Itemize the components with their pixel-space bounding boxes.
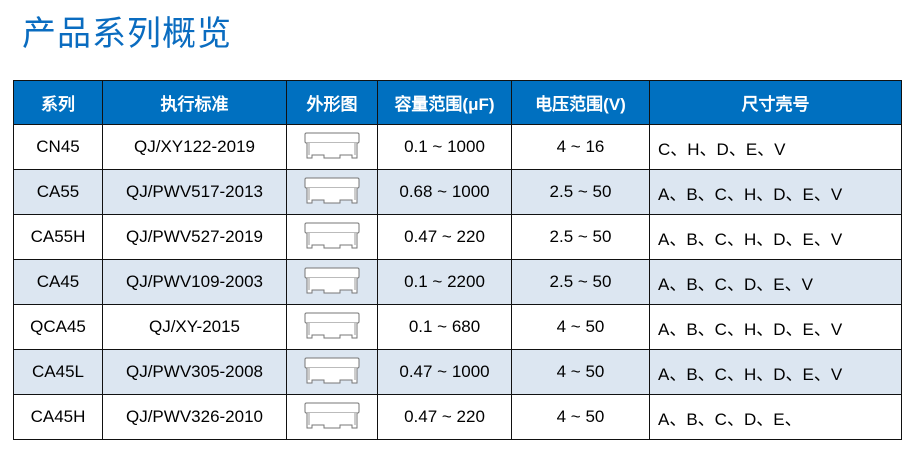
table-row: CN45 QJ/XY122-2019 0.1 ~ 1000 4 ~ 16 C、H、D、E…: [13, 124, 902, 170]
standard-cell: QJ/PWV527-2019: [102, 214, 287, 260]
capacitance-cell: 0.1 ~ 2200: [377, 259, 512, 305]
series-cell: CA55H: [13, 214, 103, 260]
sizes-cell: A、B、C、H、D、E、V: [649, 214, 902, 260]
standard-cell: QJ/XY122-2019: [102, 124, 287, 170]
sizes-cell: A、B、C、D、E、V: [649, 259, 902, 305]
header-outline: 外形图: [286, 80, 378, 125]
sizes-cell: C、H、D、E、V: [649, 124, 902, 170]
chip-capacitor-outline-icon: [304, 267, 360, 294]
table-row: CA45H QJ/PWV326-2010 0.47 ~ 220 4 ~ 50 A、B、C…: [13, 394, 902, 440]
outline-cell: [286, 304, 378, 350]
standard-cell: QJ/PWV305-2008: [102, 349, 287, 395]
capacitance-cell: 0.47 ~ 1000: [377, 349, 512, 395]
capacitance-cell: 0.1 ~ 1000: [377, 124, 512, 170]
voltage-cell: 4 ~ 50: [511, 394, 650, 440]
voltage-cell: 4 ~ 16: [511, 124, 650, 170]
header-voltage: 电压范围(V): [511, 80, 650, 125]
standard-cell: QJ/PWV517-2013: [102, 169, 287, 215]
standard-cell: QJ/PWV109-2003: [102, 259, 287, 305]
chip-capacitor-outline-icon: [304, 402, 360, 429]
page-title: 产品系列概览: [22, 14, 232, 54]
chip-capacitor-outline-icon: [304, 312, 360, 339]
voltage-cell: 4 ~ 50: [511, 304, 650, 350]
sizes-cell: A、B、C、H、D、E、V: [649, 304, 902, 350]
table-row: CA45L QJ/PWV305-2008 0.47 ~ 1000 4 ~ 50 A、B、…: [13, 349, 902, 395]
outline-cell: [286, 349, 378, 395]
header-standard: 执行标准: [102, 80, 287, 125]
voltage-cell: 2.5 ~ 50: [511, 259, 650, 305]
table-row: CA55 QJ/PWV517-2013 0.68 ~ 1000 2.5 ~ 50 A、B…: [13, 169, 902, 215]
table-row: CA55H QJ/PWV527-2019 0.47 ~ 220 2.5 ~ 50 A、B…: [13, 214, 902, 260]
header-series: 系列: [13, 80, 103, 125]
chip-capacitor-outline-icon: [304, 222, 360, 249]
standard-cell: QJ/PWV326-2010: [102, 394, 287, 440]
voltage-cell: 2.5 ~ 50: [511, 169, 650, 215]
series-cell: CA45L: [13, 349, 103, 395]
voltage-cell: 4 ~ 50: [511, 349, 650, 395]
capacitance-cell: 0.1 ~ 680: [377, 304, 512, 350]
header-capacitance: 容量范围(μF): [377, 80, 512, 125]
series-cell: CA45: [13, 259, 103, 305]
outline-cell: [286, 259, 378, 305]
series-cell: CA55: [13, 169, 103, 215]
outline-cell: [286, 124, 378, 170]
outline-cell: [286, 169, 378, 215]
chip-capacitor-outline-icon: [304, 132, 360, 159]
product-series-table: 系列 执行标准 外形图 容量范围(μF) 电压范围(V) 尺寸壳号 CN45 QJ…: [13, 80, 902, 440]
series-cell: QCA45: [13, 304, 103, 350]
capacitance-cell: 0.47 ~ 220: [377, 394, 512, 440]
series-cell: CN45: [13, 124, 103, 170]
series-cell: CA45H: [13, 394, 103, 440]
sizes-cell: A、B、C、D、E、: [649, 394, 902, 440]
sizes-cell: A、B、C、H、D、E、V: [649, 169, 902, 215]
outline-cell: [286, 214, 378, 260]
table-row: QCA45 QJ/XY-2015 0.1 ~ 680 4 ~ 50 A、B、C、H、D、…: [13, 304, 902, 350]
standard-cell: QJ/XY-2015: [102, 304, 287, 350]
voltage-cell: 2.5 ~ 50: [511, 214, 650, 260]
sizes-cell: A、B、C、H、D、E、V: [649, 349, 902, 395]
chip-capacitor-outline-icon: [304, 357, 360, 384]
capacitance-cell: 0.68 ~ 1000: [377, 169, 512, 215]
header-sizes: 尺寸壳号: [649, 80, 902, 125]
outline-cell: [286, 394, 378, 440]
table-row: CA45 QJ/PWV109-2003 0.1 ~ 2200 2.5 ~ 50 A、B、…: [13, 259, 902, 305]
chip-capacitor-outline-icon: [304, 177, 360, 204]
table-header-row: 系列 执行标准 外形图 容量范围(μF) 电压范围(V) 尺寸壳号: [13, 80, 902, 125]
capacitance-cell: 0.47 ~ 220: [377, 214, 512, 260]
